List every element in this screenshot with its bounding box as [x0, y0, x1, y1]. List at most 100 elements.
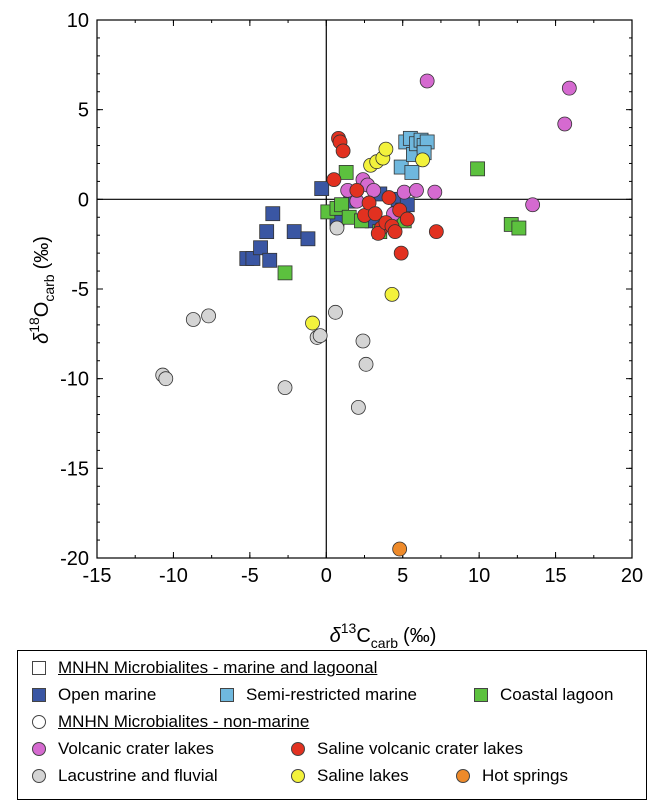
legend-label: Semi-restricted marine [246, 685, 417, 704]
point-lacustrine-and-fluvial [329, 220, 345, 236]
y-tick-label: -20 [60, 548, 89, 570]
legend-label: Open marine [58, 685, 157, 704]
legend-label: Lacustrine and fluvial [58, 766, 218, 785]
point-lacustrine-and-fluvial [328, 304, 343, 320]
legend-item-saline-lakes: Saline lakes [291, 765, 409, 787]
reference-lines [97, 20, 632, 558]
point-volcanic-crater-lakes [409, 182, 424, 198]
point-volcanic-crater-lakes [561, 80, 577, 96]
point-saline-volcanic-crater-lakes [428, 224, 444, 240]
plot-frame [96, 19, 633, 559]
legend-item-open-marine: Open marine [32, 684, 156, 706]
x-tick-label: -5 [241, 565, 259, 587]
y-tick-label: -15 [60, 458, 89, 480]
x-tick-label: 0 [321, 565, 332, 587]
plot-area [96, 19, 633, 559]
y-tick-label: 0 [78, 189, 89, 211]
point-lacustrine-and-fluvial [350, 399, 366, 415]
legend-heading-marine: MNHN Microbialites - marine and lagoonal [32, 657, 377, 679]
point-volcanic-crater-lakes [396, 184, 412, 200]
legend-item-lacustrine-and-fluvial: Lacustrine and fluvial [32, 765, 218, 787]
point-open-marine [253, 240, 268, 256]
point-lacustrine-and-fluvial [201, 308, 216, 324]
legend-item-coastal-lagoon: Coastal lagoon [474, 684, 613, 706]
point-open-marine [300, 231, 316, 247]
y-axis-label: δ18Ocarb(‰) [26, 236, 57, 344]
point-volcanic-crater-lakes [427, 184, 443, 200]
y-tick-label: 10 [67, 10, 89, 32]
point-volcanic-crater-lakes [419, 73, 435, 89]
open-square-icon [32, 661, 46, 675]
point-saline-volcanic-crater-lakes [393, 245, 409, 261]
point-open-marine [314, 181, 330, 196]
legend-marker [32, 688, 46, 702]
x-axis-label: δ13Ccarb (‰) [330, 620, 437, 650]
point-saline-volcanic-crater-lakes [370, 226, 386, 241]
x-tick-label: 10 [468, 565, 490, 587]
point-volcanic-crater-lakes [557, 116, 573, 132]
legend-marker [32, 742, 46, 756]
point-saline-volcanic-crater-lakes [387, 224, 403, 240]
point-semi-restricted-marine [404, 165, 420, 180]
legend-label: Hot springs [482, 766, 568, 785]
x-tick-label: 20 [621, 565, 643, 587]
legend-marker [474, 688, 488, 702]
legend-label: Volcanic crater lakes [58, 739, 214, 758]
point-saline-lakes [378, 141, 394, 157]
point-lacustrine-and-fluvial [185, 312, 201, 327]
point-volcanic-crater-lakes [525, 197, 541, 213]
point-saline-lakes [305, 315, 320, 331]
point-lacustrine-and-fluvial [355, 333, 371, 349]
legend-item-semi-restricted-marine: Semi-restricted marine [220, 684, 417, 706]
point-coastal-lagoon [338, 165, 354, 180]
x-tick-label: 15 [544, 565, 566, 587]
legend-label: Coastal lagoon [500, 685, 614, 704]
legend-label: Saline lakes [317, 766, 409, 785]
point-coastal-lagoon [511, 220, 527, 236]
legend-heading-label: MNHN Microbialites - non-marine [58, 712, 310, 731]
point-saline-volcanic-crater-lakes [326, 172, 342, 188]
point-coastal-lagoon [470, 161, 486, 177]
point-open-marine [286, 224, 302, 240]
point-lacustrine-and-fluvial [277, 380, 293, 396]
point-saline-volcanic-crater-lakes [335, 143, 351, 159]
point-open-marine [259, 224, 275, 240]
legend-label: Saline volcanic crater lakes [317, 739, 523, 758]
y-tick-label: -10 [60, 369, 89, 391]
legend-marker [456, 769, 470, 783]
point-saline-volcanic-crater-lakes [381, 190, 397, 205]
legend-item-volcanic-crater-lakes: Volcanic crater lakes [32, 738, 214, 760]
legend-heading-non-marine: MNHN Microbialites - non-marine [32, 711, 309, 733]
x-tick-label: 5 [397, 565, 408, 587]
point-saline-volcanic-crater-lakes [399, 211, 415, 227]
legend-marker [291, 769, 305, 783]
point-coastal-lagoon [334, 197, 349, 213]
point-volcanic-crater-lakes [366, 182, 382, 198]
point-saline-volcanic-crater-lakes [349, 182, 365, 198]
data-points [155, 73, 577, 557]
x-tick-label: -10 [159, 565, 188, 587]
point-lacustrine-and-fluvial [358, 356, 374, 372]
point-hot-springs [392, 541, 408, 557]
point-lacustrine-and-fluvial [312, 328, 328, 344]
x-tick-label: -15 [83, 565, 112, 587]
legend-marker [220, 688, 234, 702]
point-saline-volcanic-crater-lakes [367, 206, 383, 222]
legend-item-saline-volcanic-crater-lakes: Saline volcanic crater lakes [291, 738, 523, 760]
point-open-marine [265, 206, 281, 222]
point-saline-lakes [415, 152, 430, 168]
point-saline-lakes [384, 286, 400, 302]
legend-marker [32, 769, 46, 783]
legend-marker [291, 742, 305, 756]
legend: MNHN Microbialites - marine and lagoonal… [17, 650, 647, 800]
legend-item-hot-springs: Hot springs [456, 765, 568, 787]
y-tick-label: 5 [78, 100, 89, 122]
y-tick-label: -5 [71, 279, 89, 301]
point-lacustrine-and-fluvial [158, 371, 174, 387]
legend-heading-label: MNHN Microbialites - marine and lagoonal [58, 658, 378, 677]
point-open-marine [262, 252, 278, 268]
open-circle-icon [32, 715, 46, 729]
point-coastal-lagoon [277, 265, 293, 281]
